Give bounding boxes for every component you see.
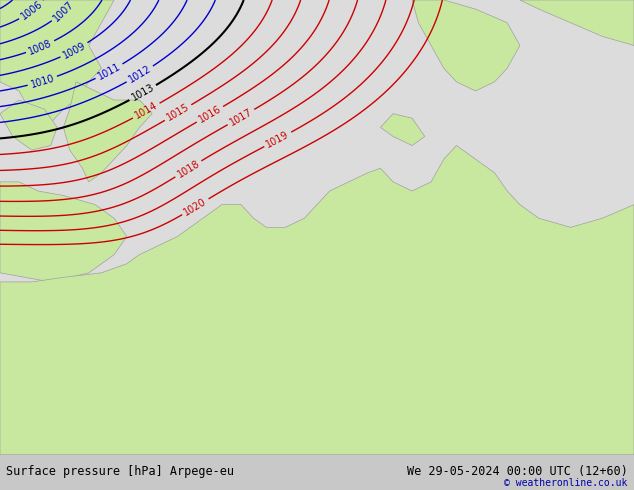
Polygon shape xyxy=(380,114,425,146)
Text: We 29-05-2024 00:00 UTC (12+60): We 29-05-2024 00:00 UTC (12+60) xyxy=(407,466,628,478)
Text: 1017: 1017 xyxy=(228,107,254,127)
Text: 1018: 1018 xyxy=(176,158,202,179)
Text: 1009: 1009 xyxy=(61,40,87,60)
Text: 1008: 1008 xyxy=(27,38,53,56)
Text: 1010: 1010 xyxy=(29,73,56,90)
Polygon shape xyxy=(520,0,634,46)
Text: 1007: 1007 xyxy=(51,0,76,23)
Text: Surface pressure [hPa] Arpege-eu: Surface pressure [hPa] Arpege-eu xyxy=(6,466,235,478)
Text: 1014: 1014 xyxy=(133,100,159,121)
Polygon shape xyxy=(0,182,127,282)
Text: 1019: 1019 xyxy=(264,129,291,149)
Text: 1011: 1011 xyxy=(96,61,122,82)
Text: 1016: 1016 xyxy=(197,104,223,125)
Polygon shape xyxy=(0,100,57,150)
Polygon shape xyxy=(0,0,114,123)
Text: 1012: 1012 xyxy=(127,64,153,85)
Polygon shape xyxy=(63,82,152,182)
Text: 1015: 1015 xyxy=(165,102,191,123)
Text: 1013: 1013 xyxy=(129,82,156,103)
Polygon shape xyxy=(0,146,634,455)
Polygon shape xyxy=(412,0,520,91)
Text: 1006: 1006 xyxy=(19,0,45,22)
Text: © weatheronline.co.uk: © weatheronline.co.uk xyxy=(504,478,628,488)
Text: 1020: 1020 xyxy=(183,196,209,218)
